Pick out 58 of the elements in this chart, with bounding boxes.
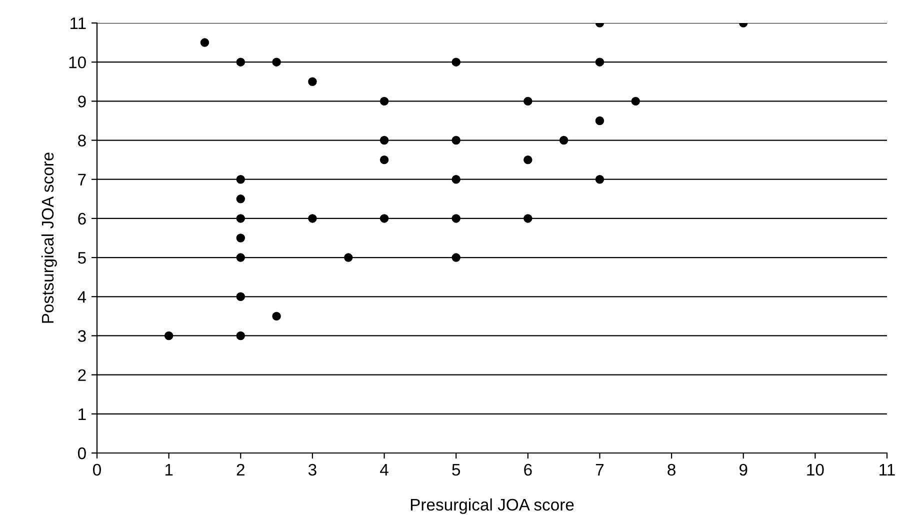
point	[164, 331, 174, 340]
y-axis-title: Postsurgical JOA score	[41, 152, 57, 323]
point	[236, 331, 246, 340]
point	[236, 58, 246, 66]
point	[452, 174, 460, 184]
x-tick-label: 0	[93, 464, 101, 476]
point	[236, 174, 246, 184]
x-tick-label: 3	[308, 464, 316, 476]
y-tick-label: 8	[78, 134, 86, 146]
point	[272, 312, 281, 321]
point	[236, 253, 246, 262]
x-axis-title: Presurgical JOA score	[410, 498, 574, 514]
point	[236, 234, 246, 242]
x-tick-label: 2	[236, 464, 244, 476]
point	[272, 58, 281, 66]
point	[524, 155, 532, 164]
x-tick-label: 7	[596, 464, 604, 476]
point	[236, 214, 246, 223]
point	[236, 194, 246, 204]
point	[559, 136, 568, 145]
point	[524, 96, 532, 106]
point	[631, 96, 640, 106]
x-tick-label: 4	[380, 464, 388, 476]
y-tick-label: 11	[70, 18, 86, 30]
y-tick-label: 4	[78, 291, 86, 303]
point	[236, 292, 246, 302]
x-tick-label: 9	[740, 464, 748, 476]
y-tick-label: 6	[78, 212, 86, 225]
point	[452, 136, 460, 145]
y-tick-label: 3	[78, 330, 86, 342]
y-tick-label: 2	[78, 369, 86, 381]
y-tick-label: 1	[78, 408, 86, 420]
point	[452, 214, 460, 223]
point	[452, 253, 460, 262]
x-tick-label: 6	[524, 464, 532, 476]
point	[380, 155, 389, 164]
y-tick-label: 10	[69, 56, 86, 68]
point	[452, 58, 460, 66]
point	[308, 77, 317, 86]
x-tick-label: 5	[452, 464, 460, 476]
point	[380, 136, 389, 145]
y-tick-label: 0	[78, 447, 86, 460]
x-tick-label: 8	[668, 464, 676, 476]
x-tick-label: 1	[165, 464, 173, 476]
point	[308, 214, 317, 223]
point	[595, 58, 604, 66]
y-tick-label: 5	[78, 252, 86, 264]
x-tick-label: 11	[880, 464, 895, 476]
y-tick-label: 7	[78, 174, 86, 186]
point	[380, 96, 389, 106]
point	[595, 174, 604, 184]
point	[595, 116, 604, 126]
point	[524, 214, 532, 223]
point	[344, 253, 353, 262]
point	[200, 38, 210, 47]
x-tick-label: 10	[807, 464, 824, 476]
y-tick-label: 9	[78, 96, 86, 108]
point	[380, 214, 389, 223]
